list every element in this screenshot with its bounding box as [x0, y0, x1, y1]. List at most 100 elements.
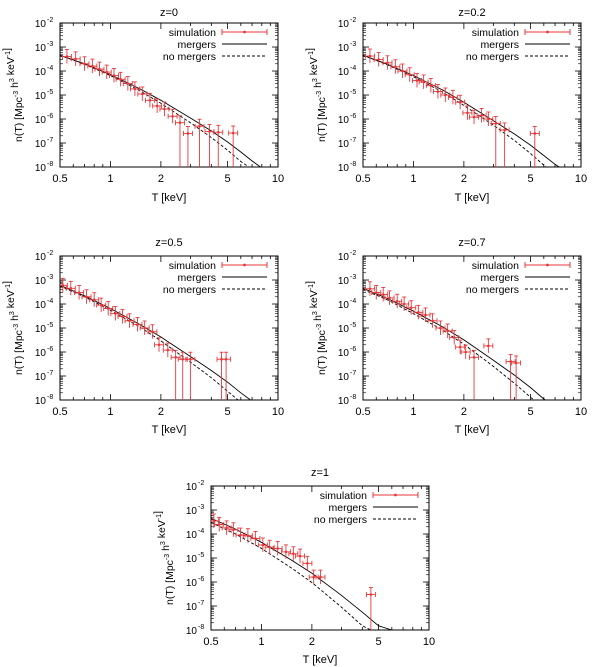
simulation-point	[221, 520, 232, 535]
y-tick-exponent: -5	[350, 89, 356, 96]
simulation-point	[103, 301, 114, 316]
simulation-point	[117, 309, 128, 324]
simulation-point	[490, 116, 501, 167]
y-axis-label: n(T) [Mpc-3 h3 keV-1]	[304, 281, 328, 375]
legend-sample-simulation	[546, 263, 549, 267]
x-axis-label: T [keV]	[455, 424, 490, 436]
x-axis-label: T [keV]	[152, 192, 187, 204]
no-mergers-curve	[363, 54, 548, 167]
plot-frame	[362, 22, 582, 168]
simulation-point	[412, 73, 422, 88]
simulation-point	[132, 317, 143, 332]
no-mergers-curve	[211, 522, 372, 630]
simulation-point	[425, 77, 436, 93]
y-tick-exponent: -4	[350, 298, 356, 305]
plot-frame	[362, 255, 582, 401]
legend-label: simulation	[169, 27, 216, 39]
y-tick-exponent: -4	[198, 528, 204, 535]
simulation-point	[61, 49, 72, 64]
x-tick-label: 1	[410, 406, 416, 418]
x-tick-label: 10	[575, 173, 587, 185]
y-tick-label: 10	[338, 324, 350, 335]
simulation-point	[115, 71, 126, 87]
panel-z07: z=0.7 T [keV] 0.5 1 2 5 1010-810-710-610-510…	[304, 237, 587, 436]
simulation-point	[373, 52, 384, 67]
y-tick-label: 10	[35, 252, 47, 263]
simulation-point	[264, 539, 275, 555]
x-tick-label: 0.5	[355, 406, 370, 418]
simulation-point	[315, 569, 326, 585]
y-tick-exponent: -7	[47, 137, 53, 144]
simulation-point	[122, 76, 133, 91]
y-tick-label: 10	[338, 163, 350, 174]
x-tick-label: 10	[272, 173, 284, 185]
simulation-point	[295, 548, 306, 564]
simulation-point	[60, 277, 68, 293]
y-tick-exponent: -3	[47, 41, 53, 48]
simulation-point	[418, 74, 429, 89]
simulation-point	[371, 285, 382, 300]
simulation-point	[228, 125, 239, 167]
y-tick-exponent: -2	[198, 480, 204, 487]
plot-frame	[59, 22, 279, 168]
simulation-point	[242, 528, 253, 543]
simulation-point	[74, 285, 85, 300]
simulation-point	[432, 84, 443, 99]
y-tick-label: 10	[35, 348, 47, 359]
x-tick-label: 5	[527, 406, 533, 418]
simulation-point	[399, 296, 410, 311]
simulation-point	[455, 94, 466, 110]
x-tick-label: 1	[107, 173, 113, 185]
simulation-point	[390, 59, 401, 74]
y-tick-exponent: -3	[350, 41, 356, 48]
simulation-point	[364, 48, 375, 64]
simulation-point	[483, 338, 494, 353]
x-tick-label: 2	[461, 173, 467, 185]
simulation-point	[170, 349, 181, 400]
legend-label: no mergers	[314, 514, 367, 526]
simulation-point	[460, 344, 471, 359]
mergers-curve	[363, 54, 560, 167]
legend-label: no mergers	[466, 284, 519, 296]
simulation-point	[152, 98, 163, 113]
x-tick-label: 2	[158, 406, 164, 418]
panel-z0: z=0 T [keV] 0.5 1 2 5 1010-810-710-610-510-4…	[1, 7, 284, 204]
y-tick-label: 10	[186, 578, 198, 589]
legend-label: simulation	[472, 260, 519, 272]
y-tick-label: 10	[338, 348, 350, 359]
simulation-point	[144, 92, 155, 108]
x-tick-label: 1	[258, 636, 264, 648]
simulation-point	[427, 313, 438, 328]
y-tick-label: 10	[186, 602, 198, 613]
y-tick-label: 10	[35, 324, 47, 335]
simulation-point	[499, 122, 510, 167]
simulation-point	[511, 355, 522, 400]
simulation-point	[449, 330, 460, 345]
legend-label: simulation	[320, 490, 367, 502]
simulation-point	[228, 522, 239, 537]
x-tick-label: 5	[224, 173, 230, 185]
simulation-point	[109, 68, 119, 83]
legend-sample-simulation	[546, 30, 549, 34]
y-tick-label: 10	[186, 506, 198, 517]
x-axis-label: T [keV]	[152, 424, 187, 436]
simulation-point	[154, 337, 164, 352]
y-tick-exponent: -4	[47, 298, 53, 305]
y-tick-exponent: -2	[47, 250, 53, 257]
panel-title: z=0.2	[458, 7, 485, 19]
simulation-point	[442, 323, 453, 338]
simulation-point	[194, 118, 205, 167]
y-tick-label: 10	[338, 67, 350, 78]
simulation-point	[137, 86, 148, 102]
plot-area	[363, 48, 560, 167]
simulation-point	[406, 300, 417, 315]
x-axis-label: T [keV]	[303, 654, 338, 666]
panel-title: z=0	[160, 7, 178, 19]
x-tick-label: 2	[461, 406, 467, 418]
simulation-point	[250, 531, 261, 546]
simulation-point	[469, 349, 480, 400]
y-tick-exponent: -6	[350, 346, 356, 353]
y-tick-exponent: -5	[350, 322, 356, 329]
simulation-point	[302, 555, 313, 571]
